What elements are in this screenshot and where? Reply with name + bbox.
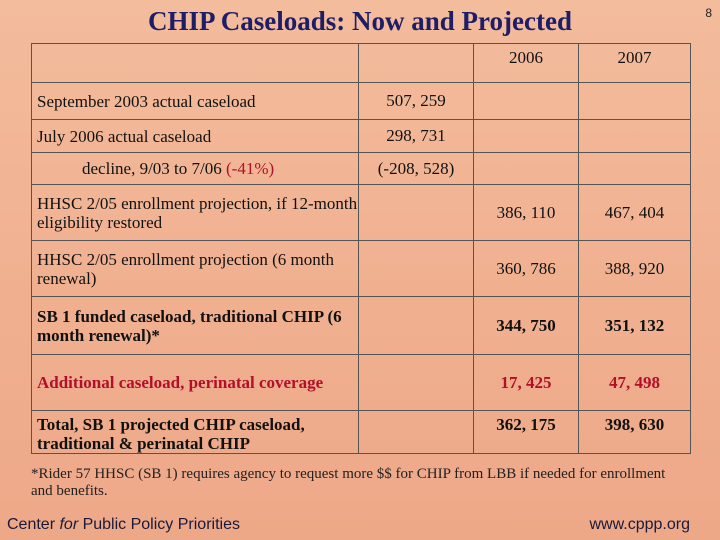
- table-row: September 2003 actual caseload 507, 259: [31, 82, 691, 120]
- header-2006: 2006: [473, 43, 579, 83]
- org-name-a: Center: [7, 516, 60, 533]
- table-row: SB 1 funded caseload, traditional CHIP (…: [31, 296, 691, 355]
- table-row: decline, 9/03 to 7/06 (-41%) (-208, 528): [31, 152, 691, 185]
- row-label-text: decline, 9/03 to 7/06: [82, 159, 227, 178]
- org-name: Center for Public Policy Priorities: [7, 516, 240, 534]
- row-value-2006: [473, 152, 579, 185]
- row-value-2007: [578, 152, 691, 185]
- row-value-2006: 386, 110: [473, 184, 579, 241]
- table-row: HHSC 2/05 enrollment projection (6 month…: [31, 240, 691, 297]
- table-row: HHSC 2/05 enrollment projection, if 12-m…: [31, 184, 691, 241]
- row-label: July 2006 actual caseload: [31, 119, 359, 153]
- org-name-c: Public Policy Priorities: [78, 516, 240, 533]
- row-value-2007: 47, 498: [578, 354, 691, 411]
- header-blank: [31, 43, 359, 83]
- row-label: HHSC 2/05 enrollment projection, if 12-m…: [31, 184, 359, 241]
- row-value-2006: 344, 750: [473, 296, 579, 355]
- row-label: HHSC 2/05 enrollment projection (6 month…: [31, 240, 359, 297]
- row-label: decline, 9/03 to 7/06 (-41%): [31, 152, 359, 185]
- row-label-percent: (-41%): [226, 159, 275, 178]
- row-value-2006: 362, 175: [473, 410, 579, 454]
- row-value-mid: (-208, 528): [358, 152, 474, 185]
- row-value-mid: [358, 184, 474, 241]
- row-value-mid: [358, 296, 474, 355]
- row-value-mid: [358, 354, 474, 411]
- row-value-mid: 298, 731: [358, 119, 474, 153]
- table-row: July 2006 actual caseload 298, 731: [31, 119, 691, 153]
- table-row: Total, SB 1 projected CHIP caseload, tra…: [31, 410, 691, 454]
- row-value-2006: 360, 786: [473, 240, 579, 297]
- row-value-mid: [358, 410, 474, 454]
- row-value-2007: 388, 920: [578, 240, 691, 297]
- caseload-table: 2006 2007 September 2003 actual caseload…: [31, 43, 691, 454]
- row-value-2006: 17, 425: [473, 354, 579, 411]
- org-name-b: for: [59, 516, 79, 533]
- row-value-2007: 351, 132: [578, 296, 691, 355]
- row-label: SB 1 funded caseload, traditional CHIP (…: [31, 296, 359, 355]
- table-row: Additional caseload, perinatal coverage …: [31, 354, 691, 411]
- row-value-mid: 507, 259: [358, 82, 474, 120]
- row-value-2007: [578, 82, 691, 120]
- footnote: *Rider 57 HHSC (SB 1) requires agency to…: [31, 466, 666, 499]
- row-value-2007: 467, 404: [578, 184, 691, 241]
- slide-number: 8: [705, 6, 712, 20]
- row-value-2006: [473, 82, 579, 120]
- slide-title: CHIP Caseloads: Now and Projected: [148, 6, 572, 36]
- table-header-row: 2006 2007: [31, 43, 691, 83]
- row-label: Total, SB 1 projected CHIP caseload, tra…: [31, 410, 359, 454]
- row-value-2006: [473, 119, 579, 153]
- row-label: Additional caseload, perinatal coverage: [31, 354, 359, 411]
- header-blank: [358, 43, 474, 83]
- website-url: www.cppp.org: [589, 516, 691, 533]
- row-label: September 2003 actual caseload: [31, 82, 359, 120]
- row-value-2007: [578, 119, 691, 153]
- row-value-mid: [358, 240, 474, 297]
- header-2007: 2007: [578, 43, 691, 83]
- row-value-2007: 398, 630: [578, 410, 691, 454]
